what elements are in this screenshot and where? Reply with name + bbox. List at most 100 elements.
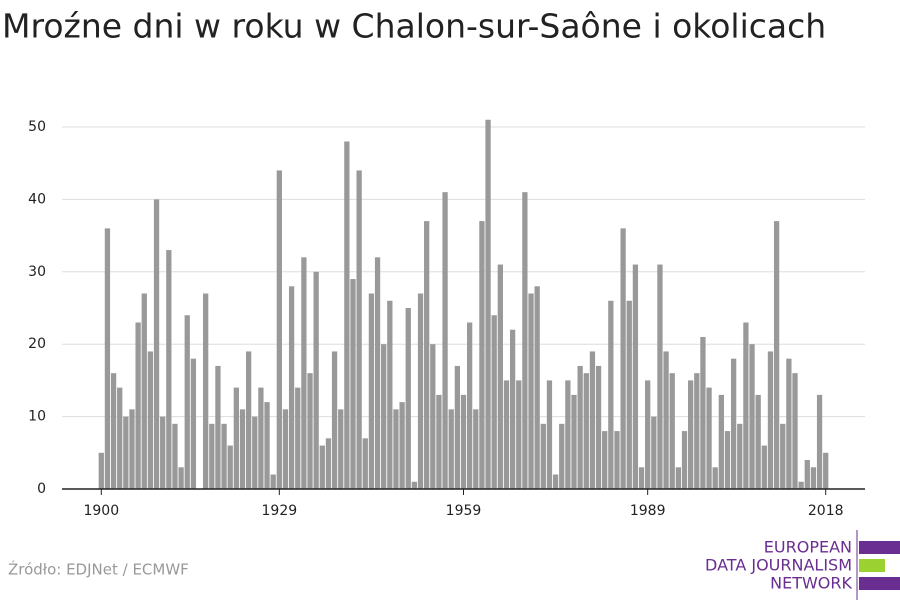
bar xyxy=(436,394,442,489)
bar xyxy=(313,271,319,489)
chart-title: Mroźne dni w roku w Chalon-sur-Saône i o… xyxy=(2,7,826,46)
logo-bar xyxy=(859,559,885,572)
bar xyxy=(190,358,197,489)
bar xyxy=(755,394,761,489)
logo-text: DATA JOURNALISM xyxy=(705,556,852,575)
x-tick-label: 1959 xyxy=(446,503,482,519)
x-tick-label: 2018 xyxy=(808,503,844,519)
bar xyxy=(160,416,166,489)
bar xyxy=(411,481,418,489)
bar xyxy=(620,228,626,490)
bar xyxy=(319,445,325,489)
bar xyxy=(780,423,786,489)
bar xyxy=(798,481,804,489)
bar xyxy=(166,250,172,489)
bar xyxy=(786,358,792,489)
bar xyxy=(307,373,313,489)
bar xyxy=(724,431,731,489)
bar xyxy=(632,264,639,489)
bar xyxy=(534,286,540,489)
logo-bar xyxy=(859,541,900,554)
bar xyxy=(522,192,528,489)
bar xyxy=(448,409,454,489)
bar xyxy=(338,409,344,489)
bar xyxy=(730,358,737,489)
bar xyxy=(749,344,755,489)
bar xyxy=(516,380,522,489)
bar xyxy=(153,199,160,489)
bar xyxy=(792,373,798,489)
bar xyxy=(473,409,479,489)
bar xyxy=(559,423,565,489)
bar xyxy=(399,402,405,489)
bar xyxy=(810,467,817,489)
bar xyxy=(239,409,246,489)
y-tick-label: 0 xyxy=(37,481,46,497)
bar xyxy=(233,387,239,489)
bar xyxy=(577,365,583,489)
y-tick-label: 40 xyxy=(28,191,46,207)
logo-bar xyxy=(859,577,900,590)
bar xyxy=(430,344,436,489)
x-tick-label: 1929 xyxy=(262,503,298,519)
bar xyxy=(381,344,387,489)
logo: EUROPEAN DATA JOURNALISM NETWORK xyxy=(705,530,900,600)
bar xyxy=(823,452,829,489)
bar xyxy=(614,431,620,489)
bar xyxy=(694,373,700,489)
source: Źródło: EDJNet / ECMWF xyxy=(8,560,189,579)
bar xyxy=(172,423,178,489)
bar xyxy=(424,221,430,489)
bar xyxy=(663,351,669,489)
bar xyxy=(104,228,111,490)
bar xyxy=(608,300,614,489)
bar xyxy=(589,351,596,489)
bar xyxy=(460,394,467,489)
bar xyxy=(761,445,767,489)
bar xyxy=(178,467,184,489)
bar xyxy=(626,300,632,489)
bar xyxy=(203,293,209,489)
bar xyxy=(184,315,190,489)
bar xyxy=(117,387,123,489)
bar xyxy=(252,416,258,489)
logo-text: NETWORK xyxy=(770,574,852,593)
bar xyxy=(602,431,608,489)
bar xyxy=(258,387,264,489)
bar xyxy=(221,423,227,489)
bar xyxy=(583,373,589,489)
bar xyxy=(325,438,332,489)
bar xyxy=(98,452,104,489)
bar xyxy=(681,431,688,489)
bar xyxy=(215,365,221,489)
bar xyxy=(712,467,718,489)
bar xyxy=(479,221,485,489)
bar xyxy=(129,409,135,489)
bar xyxy=(227,445,233,489)
bar xyxy=(123,416,129,489)
bar xyxy=(657,264,663,489)
bar xyxy=(669,373,675,489)
bar xyxy=(276,170,282,489)
bar xyxy=(645,380,651,489)
bar xyxy=(565,380,571,489)
bar xyxy=(485,119,491,489)
bar xyxy=(264,402,270,489)
bar xyxy=(718,394,724,489)
bar xyxy=(282,409,289,489)
bar xyxy=(350,279,356,489)
bar xyxy=(301,257,307,489)
bar xyxy=(110,373,117,489)
bar xyxy=(356,170,362,489)
bar xyxy=(295,387,301,489)
bar xyxy=(344,141,350,490)
bar xyxy=(546,380,553,489)
bar xyxy=(706,387,712,489)
bar xyxy=(387,300,393,489)
bar xyxy=(773,221,780,489)
bar xyxy=(209,423,215,489)
bar xyxy=(135,322,141,489)
bar xyxy=(509,329,516,489)
bar xyxy=(141,293,147,489)
y-tick-label: 20 xyxy=(28,336,46,352)
